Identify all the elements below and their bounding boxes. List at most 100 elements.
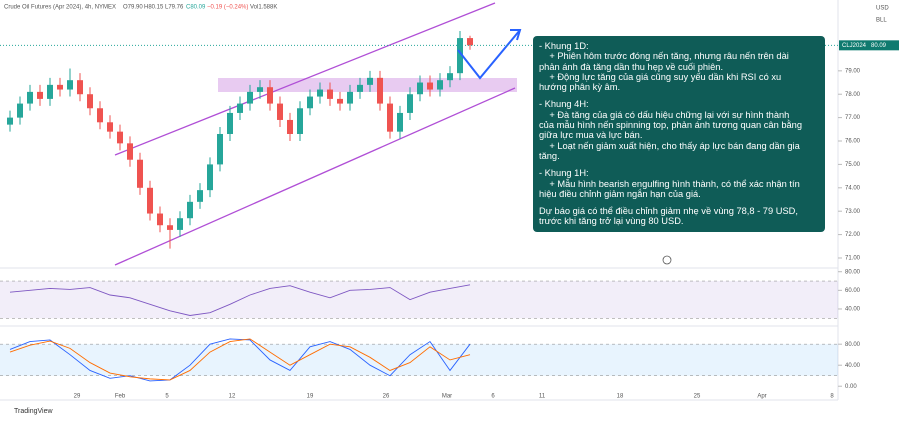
note-line: giữa lực mua và lực bán. <box>539 130 643 141</box>
stoch-d-line <box>9 338 471 381</box>
x-tick-label: 26 <box>383 394 390 400</box>
candle-body <box>77 80 83 95</box>
price-tag-value: 80.09 <box>871 43 887 49</box>
icon <box>662 255 672 265</box>
candle-body <box>207 164 213 191</box>
candle-body <box>157 213 163 226</box>
note-line: - Khung 1H: <box>539 168 589 179</box>
header-volume: Vol1.588K <box>250 5 277 11</box>
candle-body <box>147 187 153 214</box>
note-section: - Khung 4H: + Đà tăng của giá có dấu hiệ… <box>539 99 819 161</box>
x-tick-label: Mar <box>442 394 452 400</box>
candle-body <box>457 38 463 74</box>
y-tick-label: 0.00 <box>845 384 857 390</box>
y-tick-label: 78.00 <box>845 92 861 98</box>
candle-body <box>387 103 393 132</box>
x-tick-label: 11 <box>539 394 546 400</box>
price-tag-symbol: CLJ2024 <box>842 43 867 49</box>
candle-body <box>467 38 473 46</box>
candle-body <box>7 117 13 125</box>
x-tick-label: 6 <box>491 394 495 400</box>
candle-body <box>247 91 253 104</box>
candle-body <box>117 131 123 144</box>
candle-body <box>437 80 443 90</box>
price-tag <box>839 40 899 51</box>
note-line: hiệu điều chỉnh giảm ngắn hạn của giá. <box>539 188 701 199</box>
candle-body <box>17 103 23 118</box>
note-line: + Phiên hôm trước đóng nến tăng, nhưng r… <box>539 51 789 62</box>
currency: USD <box>876 6 889 12</box>
x-tick-label: 12 <box>229 394 236 400</box>
candle-body <box>107 122 113 132</box>
candle-body <box>347 91 353 104</box>
y-tick-label: 76.00 <box>845 139 861 145</box>
candle-body <box>327 89 333 99</box>
candle-body <box>447 73 453 81</box>
header-low: L79.76 <box>165 5 184 11</box>
band-fill <box>0 344 838 376</box>
candle-body <box>417 82 423 95</box>
candle-body <box>377 77 383 104</box>
candle-body <box>337 98 343 104</box>
y-tick-label: 71.00 <box>845 256 861 262</box>
header-open: O79.90 <box>123 5 143 11</box>
arrow-head <box>510 29 522 41</box>
note-line: của mẫu hình nến spinning top, phản ánh … <box>539 120 803 131</box>
note-line: - Khung 4H: <box>539 99 589 110</box>
x-tick-label: Feb <box>115 394 126 400</box>
candles <box>7 31 473 249</box>
note-line: + Đà tăng của giá có dấu hiệu chững lại … <box>539 109 790 120</box>
candle-body <box>267 87 273 104</box>
candle-body <box>307 96 313 109</box>
candle-body <box>177 218 183 230</box>
y-tick-label: 75.00 <box>845 162 861 168</box>
candle-body <box>87 94 93 109</box>
channel-upper <box>114 2 496 156</box>
candle-body <box>187 201 193 219</box>
candle-body <box>197 190 203 202</box>
note-line: phản ánh đà tăng dần thu hẹp về cuối phi… <box>539 61 724 72</box>
candle-body <box>37 91 43 99</box>
candle-body <box>357 84 363 92</box>
x-tick-label: 29 <box>74 394 81 400</box>
candle-body <box>277 103 283 120</box>
candle-body <box>407 94 413 113</box>
brand: TradingView <box>14 408 53 415</box>
candle-body <box>257 87 263 92</box>
candle-body <box>97 108 103 123</box>
header-high: H80.15 <box>144 5 164 11</box>
x-tick-label: 18 <box>617 394 624 400</box>
note-section: - Khung 1H: + Mẫu hình bearish engulfing… <box>539 168 819 199</box>
candle-body <box>127 143 133 160</box>
candle-body <box>367 77 373 85</box>
note-section: - Khung 1D: + Phiên hôm trước đóng nến t… <box>539 41 819 92</box>
note-line: tăng. <box>539 150 560 161</box>
candle-body <box>227 112 233 134</box>
header-title: Crude Oil Futures (Apr 2024), 4h, NYMEX <box>4 5 116 11</box>
band-fill <box>0 281 838 319</box>
y-tick-label: 80.00 <box>845 269 861 275</box>
y-tick-label: 72.00 <box>845 232 861 238</box>
unit: BLL <box>876 18 887 24</box>
x-tick-label: 5 <box>165 394 169 400</box>
x-tick-label: 19 <box>307 394 314 400</box>
stoch-k-line <box>9 338 471 382</box>
channel-lower <box>114 87 516 266</box>
candle-body <box>167 225 173 230</box>
candle-body <box>297 108 303 134</box>
note-line: - Khung 1D: <box>539 41 589 51</box>
candle-body <box>237 103 243 113</box>
candle-body <box>47 84 53 99</box>
candle-body <box>57 84 63 90</box>
annotation-box: - Khung 1D: + Phiên hôm trước đóng nến t… <box>533 36 825 232</box>
candle-body <box>137 159 143 188</box>
y-tick-label: 74.00 <box>845 185 861 191</box>
y-tick-label: 40.00 <box>845 363 861 369</box>
note-line: + Động lực tăng của giá cũng suy yếu dần… <box>539 71 782 82</box>
note-line: + Loạt nến giảm xuất hiện, cho thấy áp l… <box>539 140 800 151</box>
y-tick-label: 60.00 <box>845 288 861 294</box>
y-tick-label: 79.00 <box>845 68 861 74</box>
candle-body <box>287 119 293 134</box>
y-tick-label: 73.00 <box>845 209 861 215</box>
